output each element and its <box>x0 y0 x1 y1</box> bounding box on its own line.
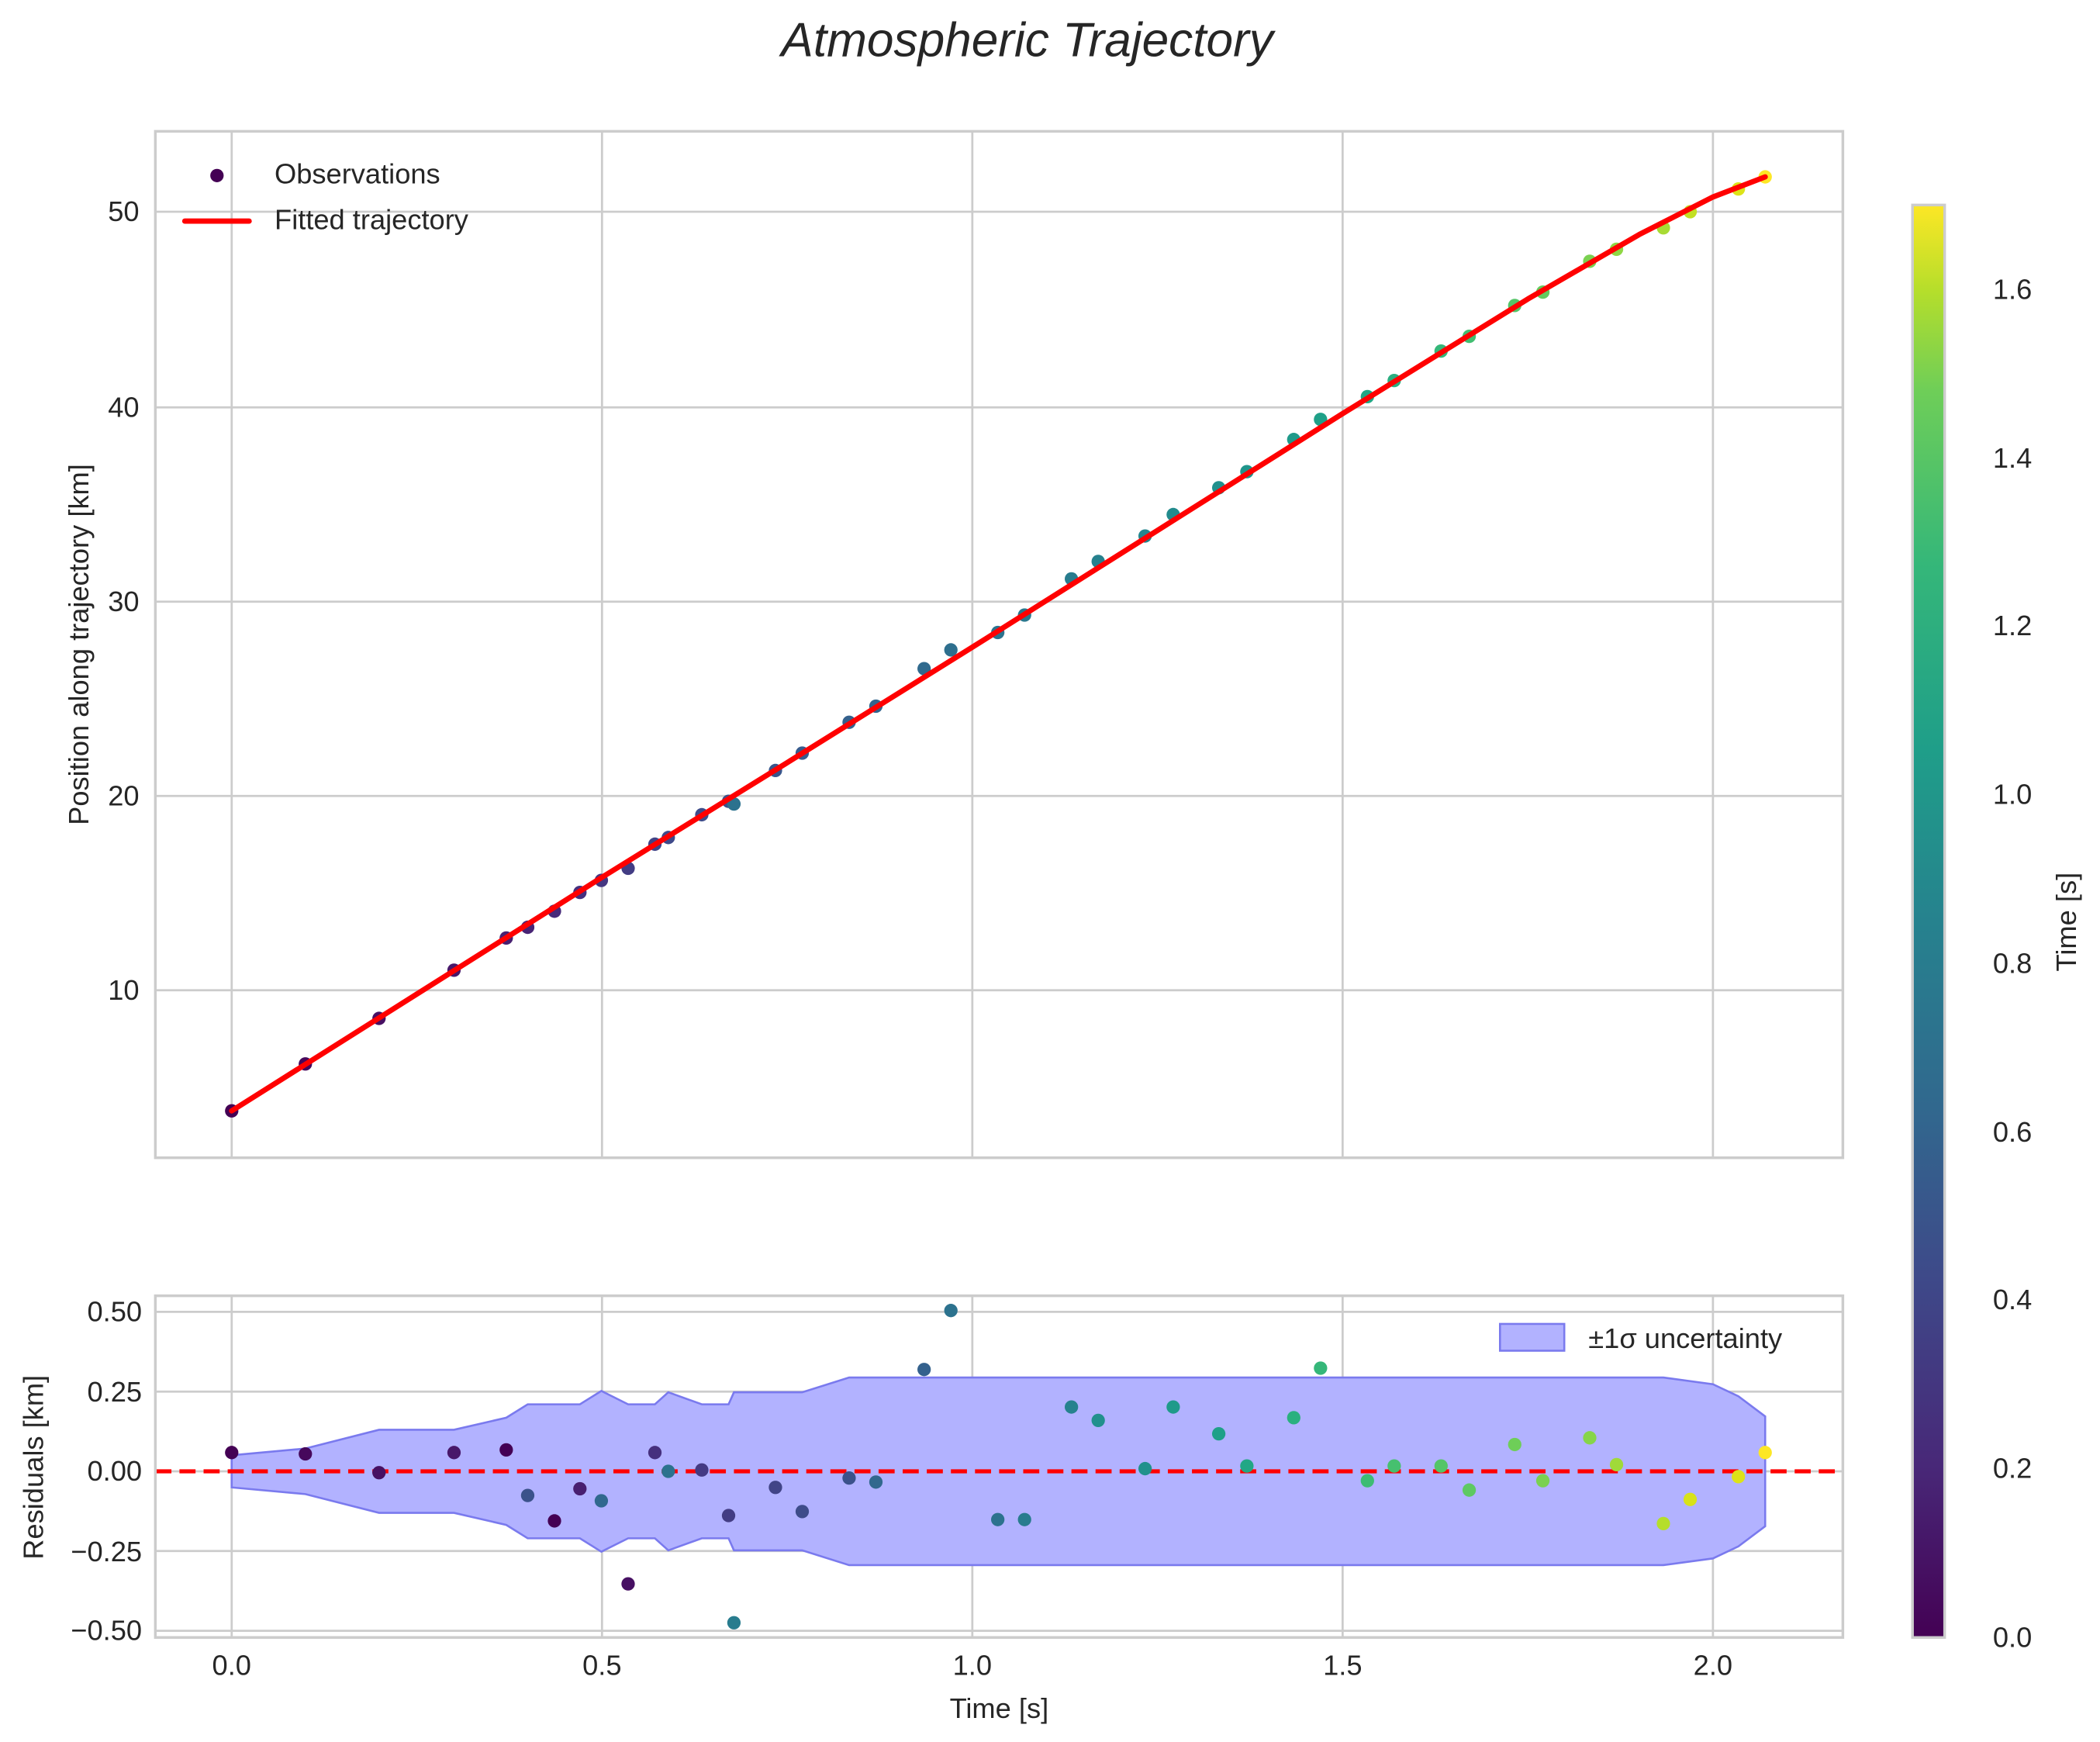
ytick-label: 20 <box>108 779 139 811</box>
top-y-axis-label: Position along trajectory [km] <box>63 464 95 825</box>
ytick-label: 10 <box>108 974 139 1006</box>
observation-points <box>225 170 1772 1118</box>
colorbar-tick-label: 0.4 <box>1993 1284 2032 1315</box>
ytick-label: −0.25 <box>71 1536 142 1567</box>
colorbar-tick-label: 1.2 <box>1993 610 2032 641</box>
top-grid <box>155 131 1843 1158</box>
ytick-label: 40 <box>108 391 139 423</box>
residual-points <box>225 1304 1772 1630</box>
top-legend: Observations Fitted trajectory <box>181 158 469 235</box>
xtick-label: 0.0 <box>212 1650 251 1682</box>
xtick-label: 1.0 <box>953 1650 992 1682</box>
uncertainty-band <box>230 1376 1767 1567</box>
ytick-label: 50 <box>108 195 139 227</box>
xtick-label: 1.5 <box>1323 1650 1362 1682</box>
xtick-label: 2.0 <box>1694 1650 1732 1682</box>
bottom-legend: ±1σ uncertainty <box>1498 1322 1783 1354</box>
ytick-label: 0.50 <box>87 1295 142 1327</box>
colorbar: 0.0 0.2 0.4 0.6 0.8 1.0 1.2 1.4 1.6 Time… <box>1911 203 2082 1653</box>
ytick-label: 0.25 <box>87 1376 142 1408</box>
legend-observations-label: Observations <box>275 158 440 190</box>
colorbar-tick-label: 1.6 <box>1993 273 2032 305</box>
x-axis-label: Time [s] <box>950 1692 1049 1724</box>
colorbar-tick-label: 0.2 <box>1993 1453 2032 1485</box>
observations-marker-icon <box>210 168 224 182</box>
colorbar-tick-label: 0.8 <box>1993 947 2032 979</box>
legend-fitted-label: Fitted trajectory <box>275 203 469 235</box>
bottom-panel: 0.50 0.25 0.00 −0.25 −0.50 0.0 0.5 1.0 1… <box>17 1294 1845 1724</box>
colorbar-tick-label: 0.0 <box>1993 1621 2032 1653</box>
colorbar-tick-label: 0.6 <box>1993 1116 2032 1148</box>
bottom-y-axis-label: Residuals [km] <box>17 1375 49 1560</box>
fitted-trajectory-line <box>229 174 1768 1114</box>
ytick-label: 0.00 <box>87 1455 142 1487</box>
top-axes-frame <box>154 130 1845 1160</box>
uncertainty-band-legend-icon <box>1498 1322 1566 1352</box>
colorbar-tick-label: 1.0 <box>1993 779 2032 811</box>
chart-title: Atmospheric Trajectory <box>778 14 1276 67</box>
colorbar-gradient <box>1911 203 1946 1639</box>
ytick-label: 30 <box>108 586 139 617</box>
ytick-label: −0.50 <box>71 1615 142 1647</box>
legend-band-label: ±1σ uncertainty <box>1588 1322 1783 1354</box>
top-panel: 10 20 30 40 50 Position along trajectory… <box>63 130 1845 1160</box>
bottom-axes-frame <box>154 1294 1845 1639</box>
colorbar-tick-label: 1.4 <box>1993 442 2032 474</box>
colorbar-label: Time [s] <box>2050 873 2082 972</box>
xtick-label: 0.5 <box>582 1650 621 1682</box>
